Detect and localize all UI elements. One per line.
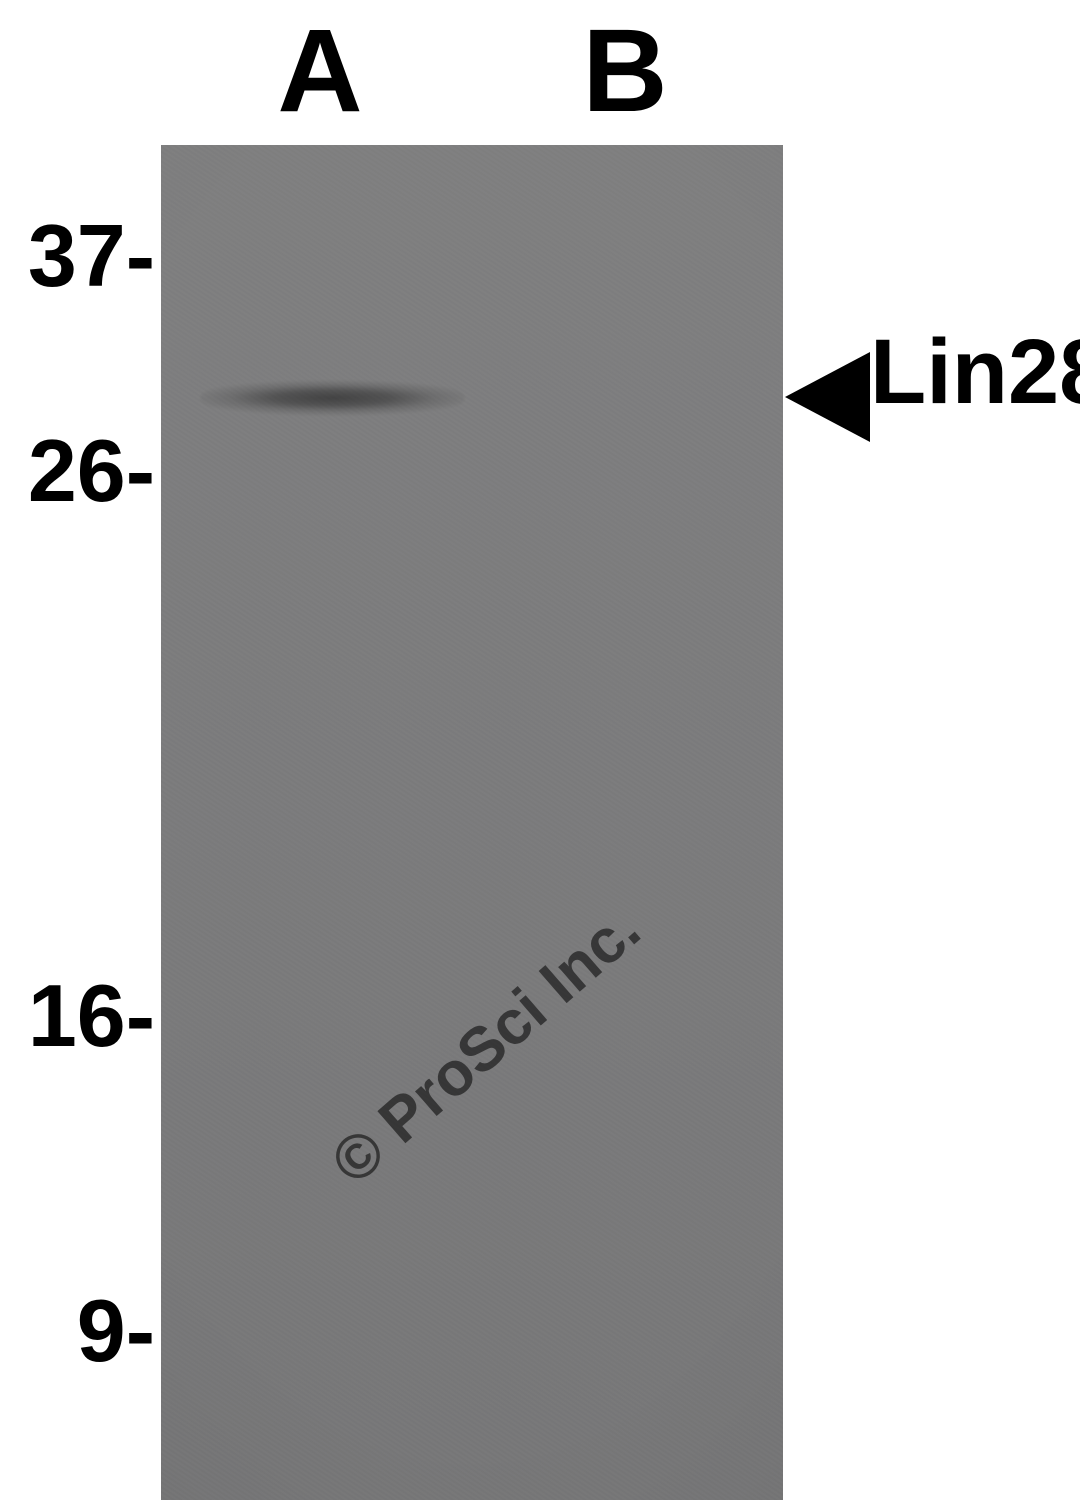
lane-label-b: B (582, 3, 667, 139)
mw-marker-9: 9- (77, 1280, 155, 1382)
mw-marker-26: 26- (28, 420, 155, 522)
mw-marker-16: 16- (28, 965, 155, 1067)
figure-canvas: AB 37-26-16-9- Lin28 © ProSci Inc. (0, 0, 1080, 1510)
blot-membrane (161, 145, 783, 1500)
target-arrow-icon (783, 350, 872, 444)
band-lane-a-1 (200, 375, 465, 421)
target-protein-label: Lin28 (870, 320, 1080, 425)
mw-marker-37: 37- (28, 205, 155, 307)
lane-label-a: A (277, 3, 362, 139)
